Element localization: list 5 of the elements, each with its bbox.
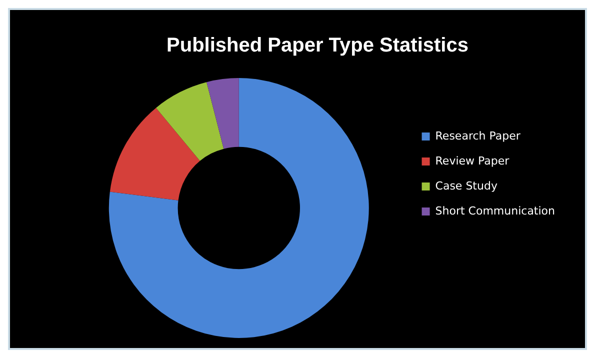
legend-label: Research Paper [435,129,521,142]
legend-label: Review Paper [435,154,510,168]
legend-label: Short Communication [435,204,556,218]
chart-title: Published Paper Type Statistics [166,34,468,57]
legend-label: Case Study [435,179,498,192]
